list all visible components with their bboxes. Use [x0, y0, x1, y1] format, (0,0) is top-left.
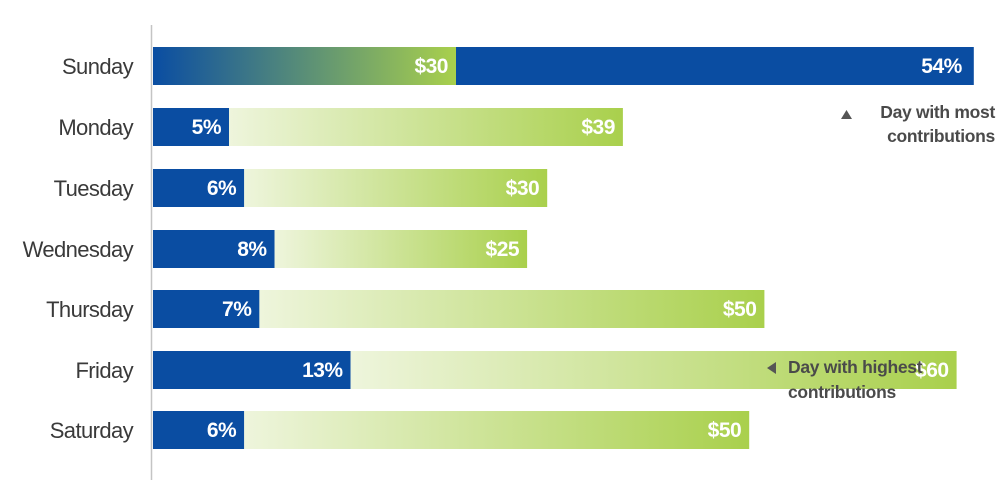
value-label-dollars-thursday: $50 — [723, 298, 757, 321]
value-label-dollars-monday: $39 — [581, 116, 615, 139]
up-triangle-icon — [841, 110, 852, 119]
value-label-percent-wednesday: 8% — [237, 238, 267, 261]
bar-percent-sunday — [456, 47, 974, 85]
annotation-highest-line2: contributions — [788, 382, 896, 402]
value-label-percent-thursday: 7% — [222, 298, 252, 321]
bar-dollars-tuesday — [244, 169, 548, 207]
annotation-highest-line1: Day with highest — [788, 357, 923, 377]
category-label-monday: Monday — [58, 115, 133, 140]
bar-percent-saturday — [153, 411, 245, 449]
bar-dollars-friday — [350, 351, 957, 389]
value-label-percent-saturday: 6% — [207, 419, 237, 442]
annotation-most-line1: Day with most — [880, 102, 995, 122]
value-label-dollars-saturday: $50 — [708, 419, 742, 442]
left-triangle-icon — [767, 362, 776, 374]
bar-dollars-thursday — [259, 290, 765, 328]
annotation-most-line2: contributions — [887, 126, 995, 146]
bar-dollars-saturday — [244, 411, 750, 449]
bar-dollars-wednesday — [274, 230, 528, 268]
category-label-tuesday: Tuesday — [54, 176, 134, 201]
value-label-percent-sunday: 54% — [921, 55, 962, 78]
bar-dollars-monday — [229, 108, 623, 146]
value-label-dollars-friday: $60 — [915, 359, 949, 382]
bar-percent-friday — [153, 351, 351, 389]
category-label-sunday: Sunday — [62, 54, 134, 79]
value-label-dollars-wednesday: $25 — [486, 238, 520, 261]
value-label-percent-tuesday: 6% — [207, 177, 237, 200]
category-label-friday: Friday — [75, 358, 133, 383]
bar-percent-thursday — [153, 290, 260, 328]
category-label-wednesday: Wednesday — [23, 237, 134, 262]
bar-percent-wednesday — [153, 230, 275, 268]
bar-percent-monday — [153, 108, 229, 146]
annotation-most-contributions: Day with most contributions — [841, 102, 996, 146]
category-label-saturday: Saturday — [50, 418, 134, 443]
bar-percent-tuesday — [153, 169, 245, 207]
value-label-dollars-tuesday: $30 — [506, 177, 540, 200]
value-label-percent-friday: 13% — [302, 359, 343, 382]
value-label-percent-monday: 5% — [192, 116, 222, 139]
bar-dollars-sunday — [153, 47, 456, 85]
annotation-highest-contributions: Day with highest contributions — [767, 357, 923, 402]
category-label-thursday: Thursday — [46, 297, 134, 322]
value-label-dollars-sunday: $30 — [414, 55, 448, 78]
